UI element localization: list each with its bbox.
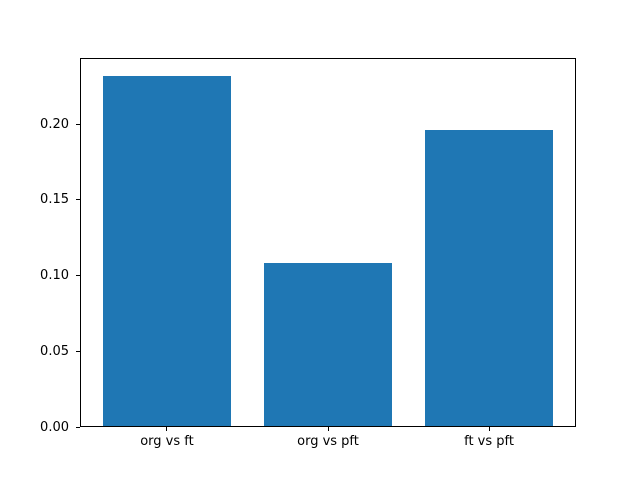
bar-ft-vs-pft <box>424 130 554 427</box>
x-tick-mark <box>327 427 329 431</box>
x-tick-mark <box>488 427 490 431</box>
y-tick-mark <box>76 426 80 428</box>
y-tick-label: 0.15 <box>40 192 69 208</box>
x-tick-label: org vs pft <box>297 434 359 449</box>
x-tick-mark <box>166 427 168 431</box>
y-tick-mark <box>76 350 80 352</box>
bar-org-vs-ft <box>102 75 232 427</box>
x-tick-label: ft vs pft <box>464 434 514 449</box>
y-tick-mark <box>76 199 80 201</box>
y-tick-mark <box>76 123 80 125</box>
y-tick-label: 0.00 <box>40 419 69 435</box>
bar-org-vs-pft <box>263 263 393 427</box>
y-tick-mark <box>76 275 80 277</box>
x-tick-label: org vs ft <box>140 434 194 449</box>
y-tick-label: 0.05 <box>40 343 69 359</box>
y-tick-label: 0.20 <box>40 116 69 132</box>
y-tick-label: 0.10 <box>40 268 69 284</box>
